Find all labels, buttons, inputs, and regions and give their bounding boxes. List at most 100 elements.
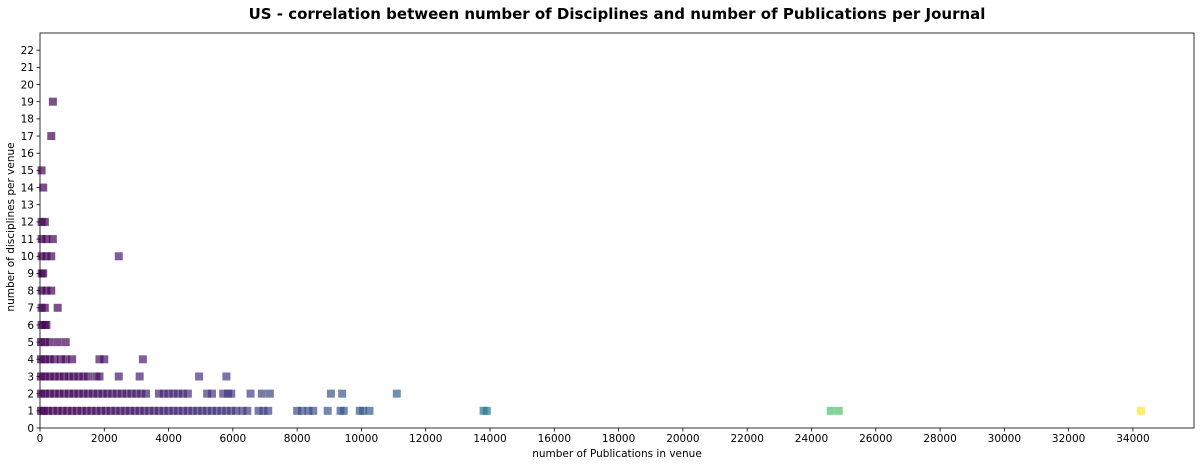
data-point [834, 406, 843, 415]
data-point [53, 406, 62, 415]
data-point [95, 372, 104, 381]
data-point [127, 389, 136, 398]
data-point [198, 406, 207, 415]
data-point [365, 406, 374, 415]
data-point [264, 406, 273, 415]
data-point [232, 406, 241, 415]
data-point [246, 389, 255, 398]
data-point [95, 355, 104, 364]
data-point [87, 406, 96, 415]
data-point [64, 372, 73, 381]
data-point [50, 372, 59, 381]
data-point [93, 389, 102, 398]
data-point [114, 252, 123, 261]
y-tick-label: 1 [27, 406, 34, 418]
data-point [40, 338, 49, 347]
y-tick-label: 2 [27, 388, 34, 400]
y-tick-label: 15 [21, 165, 34, 177]
data-point [359, 406, 368, 415]
y-tick-label: 21 [21, 62, 34, 74]
data-point [53, 338, 62, 347]
data-point [69, 372, 78, 381]
data-point [45, 355, 54, 364]
data-point [39, 183, 48, 192]
data-point [56, 355, 65, 364]
x-tick-label: 16000 [538, 433, 571, 445]
data-point [169, 389, 178, 398]
data-point [37, 166, 46, 175]
data-point [338, 389, 347, 398]
data-point [60, 389, 69, 398]
y-tick-label: 20 [21, 79, 34, 91]
x-tick-label: 2000 [91, 433, 118, 445]
data-point [42, 252, 51, 261]
data-point [183, 406, 192, 415]
data-point [193, 406, 202, 415]
data-point [121, 406, 130, 415]
y-tick-label: 17 [21, 131, 34, 143]
data-point [326, 389, 335, 398]
data-point [42, 320, 51, 329]
y-tick-label: 22 [21, 45, 34, 57]
y-tick-label: 11 [21, 234, 34, 246]
data-point [58, 406, 67, 415]
data-point [40, 303, 49, 312]
data-point [37, 286, 46, 295]
y-tick-label: 5 [27, 337, 34, 349]
data-point [37, 252, 46, 261]
data-point [106, 406, 115, 415]
data-point [79, 372, 88, 381]
x-tick-label: 6000 [220, 433, 247, 445]
data-point [339, 406, 348, 415]
y-tick-label: 8 [27, 285, 34, 297]
x-tick-label: 24000 [795, 433, 828, 445]
data-point [207, 406, 216, 415]
x-tick-label: 28000 [923, 433, 956, 445]
data-point [55, 389, 64, 398]
data-point [217, 406, 226, 415]
data-point [40, 355, 49, 364]
data-point [164, 406, 173, 415]
data-point [293, 406, 302, 415]
data-point [74, 372, 83, 381]
chart-title: US - correlation between number of Disci… [249, 5, 986, 23]
data-point [111, 406, 120, 415]
data-point [113, 389, 122, 398]
data-point [101, 406, 110, 415]
data-point [203, 389, 212, 398]
x-tick-label: 12000 [409, 433, 442, 445]
data-point [154, 389, 163, 398]
x-tick-label: 30000 [988, 433, 1021, 445]
data-point [188, 406, 197, 415]
data-point [68, 355, 77, 364]
data-point [47, 252, 56, 261]
data-point [174, 389, 183, 398]
data-point [117, 389, 126, 398]
data-point [45, 389, 54, 398]
data-point [323, 406, 332, 415]
data-point [122, 389, 131, 398]
data-point [55, 372, 64, 381]
x-tick-label: 0 [37, 433, 44, 445]
data-point [219, 389, 228, 398]
data-point [45, 372, 54, 381]
data-point [169, 406, 178, 415]
data-point [183, 389, 192, 398]
data-point [48, 97, 57, 106]
data-point [50, 389, 59, 398]
data-point [48, 235, 57, 244]
data-point [42, 235, 51, 244]
y-tick-label: 0 [27, 423, 34, 435]
data-point [37, 235, 46, 244]
data-point [44, 406, 53, 415]
y-tick-label: 14 [21, 182, 35, 194]
x-tick-label: 14000 [473, 433, 506, 445]
data-point [84, 372, 93, 381]
data-point [222, 406, 231, 415]
data-point [309, 406, 318, 415]
data-point [257, 389, 266, 398]
y-tick-label: 13 [21, 200, 34, 212]
data-point [40, 217, 49, 226]
